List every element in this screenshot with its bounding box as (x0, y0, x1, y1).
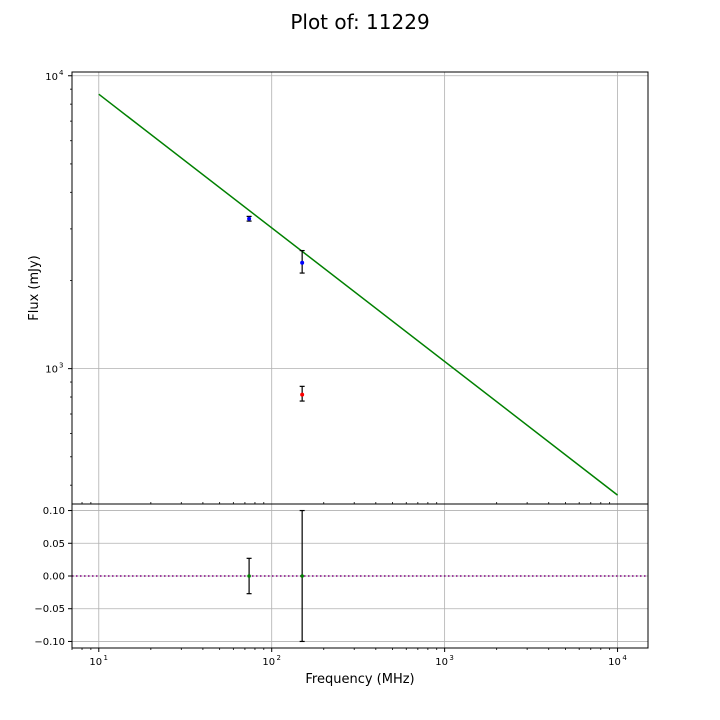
x-axis-label: Frequency (MHz) (305, 672, 414, 687)
y-tick-label: 0.00 (43, 572, 65, 583)
data-point (247, 216, 252, 221)
y-tick-label-exponent: 3 (59, 362, 63, 370)
y-tick-label: 0.10 (43, 506, 65, 517)
model-fit-line (98, 93, 619, 496)
x-tick-label-exponent: 3 (449, 654, 453, 662)
x-tick-label-exponent: 1 (104, 654, 108, 662)
x-tick-label: 10 (608, 657, 621, 668)
bottom-panel-marks (72, 509, 648, 643)
y-axis-label: Flux (mJy) (27, 255, 42, 321)
x-tick-label-exponent: 4 (622, 654, 627, 662)
chart-title: Plot of: 11229 (290, 10, 429, 34)
bottom-panel-frame (71, 503, 649, 649)
top-panel-grid (72, 72, 648, 504)
y-tick-label: 0.05 (43, 539, 65, 550)
x-tick-label: 10 (262, 657, 275, 668)
top-panel-marks (98, 93, 619, 496)
residual-point (247, 574, 251, 578)
y-tick-label: −0.05 (34, 604, 65, 615)
y-tick-label: 10 (45, 365, 58, 376)
x-tick-label: 10 (435, 657, 448, 668)
y-tick-label: −0.10 (34, 637, 65, 648)
top-panel-frame (71, 71, 649, 505)
x-tick-label-exponent: 2 (276, 654, 280, 662)
x-tick-label: 10 (89, 657, 102, 668)
data-point (300, 260, 305, 265)
y-tick-label: 10 (45, 72, 58, 83)
residual-point (300, 574, 304, 578)
y-tick-label-exponent: 4 (59, 69, 64, 77)
data-point (300, 392, 305, 397)
bottom-panel-ticks: 10 1 10 2 10 3 10 40.100.050.00−0.05−0.10 (34, 506, 627, 668)
